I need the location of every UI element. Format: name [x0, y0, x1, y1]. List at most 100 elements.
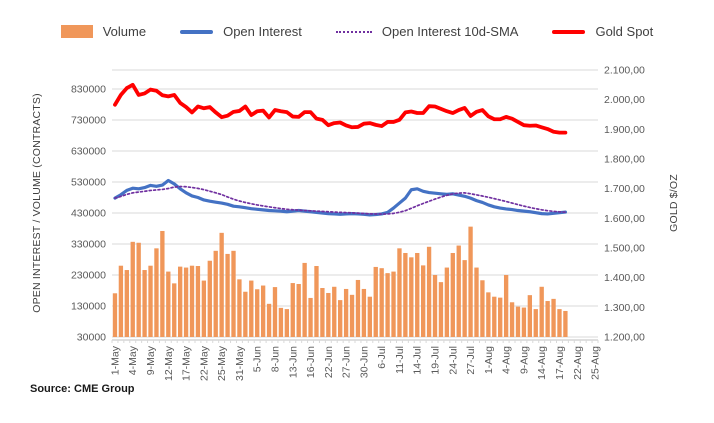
volume-bar: [178, 266, 183, 337]
legend-item-oi-sma: Open Interest 10d-SMA: [335, 24, 519, 39]
volume-bar: [290, 283, 295, 337]
volume-bar: [338, 300, 343, 337]
volume-bar: [367, 296, 372, 337]
volume-bar: [124, 270, 129, 337]
volume-bar: [148, 265, 153, 337]
right-axis-tick-label: 1.200,00: [604, 332, 645, 344]
legend-label-oi-sma: Open Interest 10d-SMA: [381, 24, 519, 39]
volume-bar: [136, 242, 141, 337]
x-axis-tick-label: 16-Jun: [305, 346, 317, 378]
legend-label-volume: Volume: [102, 24, 147, 39]
left-axis-tick-label: 830000: [71, 84, 106, 96]
left-axis-tick-label: 630000: [71, 146, 106, 158]
x-axis-tick-label: 31-May: [234, 345, 246, 381]
volume-bar: [154, 248, 159, 337]
right-axis-tick-label: 1.500,00: [604, 243, 645, 255]
volume-bar: [308, 297, 313, 337]
volume-bar: [130, 241, 135, 337]
volume-bar: [231, 250, 236, 337]
volume-bar: [563, 310, 568, 337]
volume-bar: [201, 280, 207, 337]
volume-bar: [112, 293, 118, 337]
right-axis-tick-label: 1.300,00: [604, 302, 645, 314]
volume-bar: [213, 250, 218, 337]
volume-bar: [255, 289, 260, 337]
legend-item-gold-spot: Gold Spot: [552, 24, 653, 39]
legend-item-volume: Volume: [60, 24, 147, 39]
volume-bar: [450, 252, 455, 337]
volume-bar: [379, 268, 384, 337]
x-axis-tick-label: 8-Jun: [269, 346, 281, 372]
volume-bar: [249, 280, 254, 337]
x-axis-tick-label: 17-Aug: [554, 346, 566, 380]
volume-bar: [189, 265, 195, 337]
volume-bar: [533, 309, 538, 337]
volume-bar: [391, 271, 396, 337]
oi-sma-dotted-swatch: [335, 30, 372, 33]
volume-bar: [421, 265, 426, 337]
legend-item-open-interest: Open Interest: [180, 24, 302, 39]
volume-bar: [332, 286, 337, 337]
volume-bar: [343, 288, 349, 337]
volume-bar: [207, 260, 212, 337]
volume-bar: [551, 298, 556, 337]
volume-bar: [521, 307, 527, 337]
volume-bar: [302, 262, 307, 337]
left-axis-tick-label: 30000: [77, 332, 106, 344]
volume-bar: [166, 271, 171, 337]
volume-bar: [486, 292, 491, 337]
left-axis-tick-label: 230000: [71, 270, 106, 282]
gold-spot-line-swatch: [552, 29, 586, 34]
volume-bar: [219, 232, 224, 337]
volume-bar: [527, 295, 533, 337]
x-axis-tick-label: 22-May: [198, 345, 210, 381]
volume-bar: [160, 230, 165, 337]
volume-bar: [237, 279, 242, 337]
x-axis-tick-label: 14-Jul: [412, 346, 424, 375]
x-axis-tick-label: 14-Aug: [536, 346, 548, 380]
volume-bar: [426, 246, 432, 337]
volume-bar: [284, 309, 290, 337]
volume-bar: [480, 280, 485, 337]
volume-bar: [409, 257, 414, 337]
left-axis-title: OPEN INTEREST / VOLUME (CONTRACTS): [31, 93, 43, 313]
volume-bar: [118, 265, 124, 337]
left-axis-tick-label: 430000: [71, 208, 106, 220]
volume-bar: [509, 302, 515, 337]
volume-bar: [539, 286, 544, 337]
volume-bar: [355, 279, 361, 337]
volume-bar: [225, 253, 230, 337]
x-axis-tick-label: 25-Aug: [590, 346, 602, 380]
x-axis-tick-label: 9-Aug: [518, 346, 530, 374]
volume-bar: [361, 288, 367, 337]
x-axis-tick-label: 9-May: [145, 345, 157, 375]
left-axis-tick-label: 130000: [71, 301, 106, 313]
x-axis-tick-label: 4-May: [127, 345, 139, 375]
volume-bar: [474, 267, 479, 337]
open-interest-line: [113, 178, 568, 217]
volume-bar: [385, 273, 390, 337]
volume-bar: [326, 292, 331, 337]
x-axis-tick-label: 1-May: [109, 345, 121, 375]
left-axis-tick-label: 330000: [71, 239, 106, 251]
volume-bar-swatch: [60, 25, 93, 38]
right-axis-tick-label: 1.900,00: [604, 124, 645, 136]
volume-bar: [557, 309, 562, 337]
x-axis-tick-label: 13-Jun: [287, 346, 299, 378]
chart-legend: Volume Open Interest Open Interest 10d-S…: [0, 24, 714, 39]
right-axis-tick-label: 1.700,00: [604, 183, 645, 195]
legend-label-gold-spot: Gold Spot: [595, 24, 654, 39]
x-axis-tick-label: 5-Jun: [252, 346, 264, 372]
right-axis-tick-label: 1.600,00: [604, 213, 645, 225]
x-axis-tick-label: 22-Aug: [572, 346, 584, 380]
left-axis-tick-label: 730000: [71, 115, 106, 127]
volume-bar: [320, 288, 325, 337]
volume-bar: [397, 248, 402, 337]
volume-bar: [462, 260, 467, 337]
volume-bar: [456, 245, 461, 337]
volume-bar: [444, 267, 450, 337]
volume-bar: [260, 285, 266, 337]
volume-bar: [243, 291, 248, 337]
x-axis-tick-label: 24-Jul: [447, 346, 459, 375]
